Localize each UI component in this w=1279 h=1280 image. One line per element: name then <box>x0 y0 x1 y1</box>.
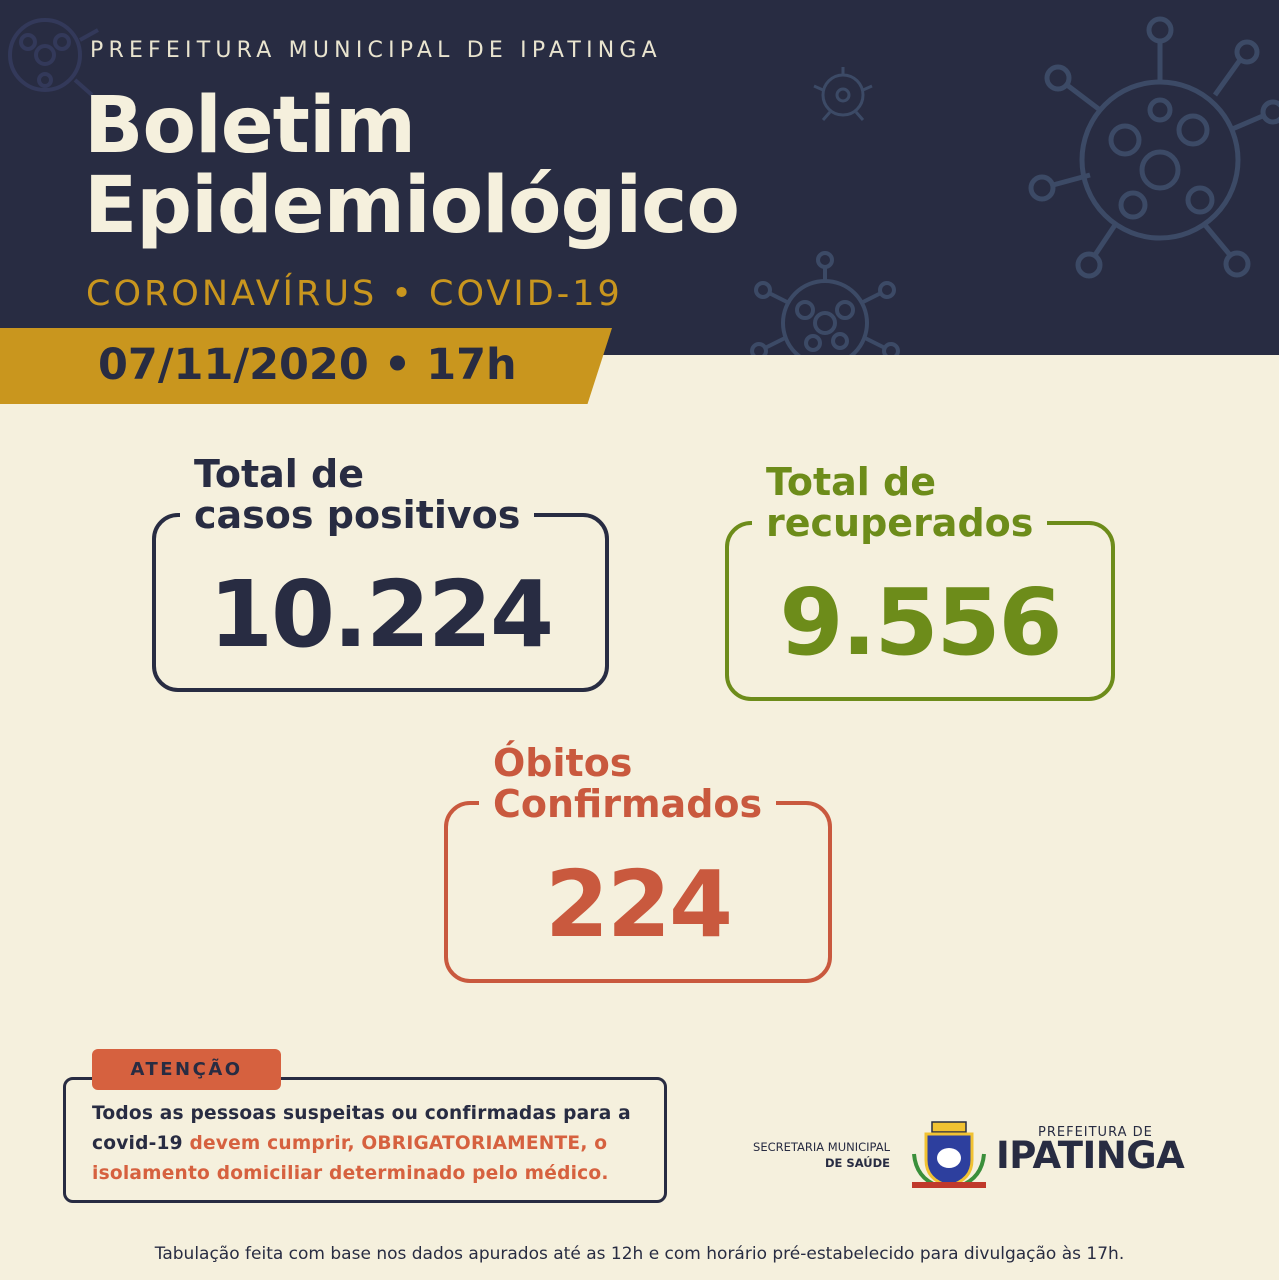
city-crest-icon <box>912 1121 986 1188</box>
positive-label-line-1: Total de <box>194 452 365 496</box>
positive-cases-value: 10.224 <box>208 561 554 668</box>
attention-text: Todos as pessoas suspeitas ou confirmada… <box>92 1099 652 1189</box>
header-banner: PREFEITURA MUNICIPAL DE IPATINGA Boletim… <box>0 0 1279 355</box>
deaths-label-line-2: Confirmados <box>493 782 763 826</box>
title-line-1: Boletim <box>84 81 416 171</box>
recovered-card: 9.556 <box>725 521 1115 701</box>
attention-tag: ATENÇÃO <box>92 1049 281 1090</box>
virus-icon-corner <box>8 18 99 97</box>
date-band <box>0 328 612 404</box>
prefeitura-big-text: IPATINGA <box>996 1134 1185 1177</box>
positive-label-line-2: casos positivos <box>194 493 521 537</box>
footer-note: Tabulação feita com base nos dados apura… <box>154 1244 1125 1264</box>
deaths-label-line-1: Óbitos <box>493 741 633 785</box>
recovered-label: Total de recuperados <box>752 460 1048 545</box>
title-line-2: Epidemiológico <box>84 161 740 251</box>
recovered-label-line-2: recuperados <box>766 501 1034 545</box>
deaths-label: Óbitos Confirmados <box>479 741 777 826</box>
bulletin-date: 07/11/2020 • 17h <box>98 340 517 390</box>
page-title: Boletim Epidemiológico <box>84 81 740 251</box>
deaths-value: 224 <box>544 851 733 958</box>
secretaria-line-2: DE SAÚDE <box>825 1156 890 1170</box>
attention-box <box>63 1077 667 1203</box>
virus-icon-tiny <box>813 67 873 121</box>
attention-text-plain: Todos as pessoas suspeitas ou confirmada… <box>92 1103 631 1154</box>
attention-text-highlight: devem cumprir, OBRIGATORIAMENTE, o isola… <box>92 1133 609 1184</box>
positive-cases-card: 10.224 <box>152 513 609 692</box>
virus-icon-small <box>750 251 900 355</box>
deaths-card: 224 <box>444 801 832 983</box>
secretaria-line-1: SECRETARIA MUNICIPAL <box>753 1140 890 1154</box>
org-name: PREFEITURA MUNICIPAL DE IPATINGA <box>90 38 662 63</box>
secretaria-logo: SECRETARIA MUNICIPAL DE SAÚDE <box>730 1139 890 1171</box>
recovered-value: 9.556 <box>779 569 1062 676</box>
prefeitura-small-text: PREFEITURA DE <box>1038 1125 1153 1140</box>
recovered-label-line-1: Total de <box>766 460 937 504</box>
virus-icon-large <box>1028 16 1279 279</box>
positive-cases-label: Total de casos positivos <box>180 452 535 537</box>
subtitle: CORONAVÍRUS • COVID-19 <box>86 274 623 314</box>
